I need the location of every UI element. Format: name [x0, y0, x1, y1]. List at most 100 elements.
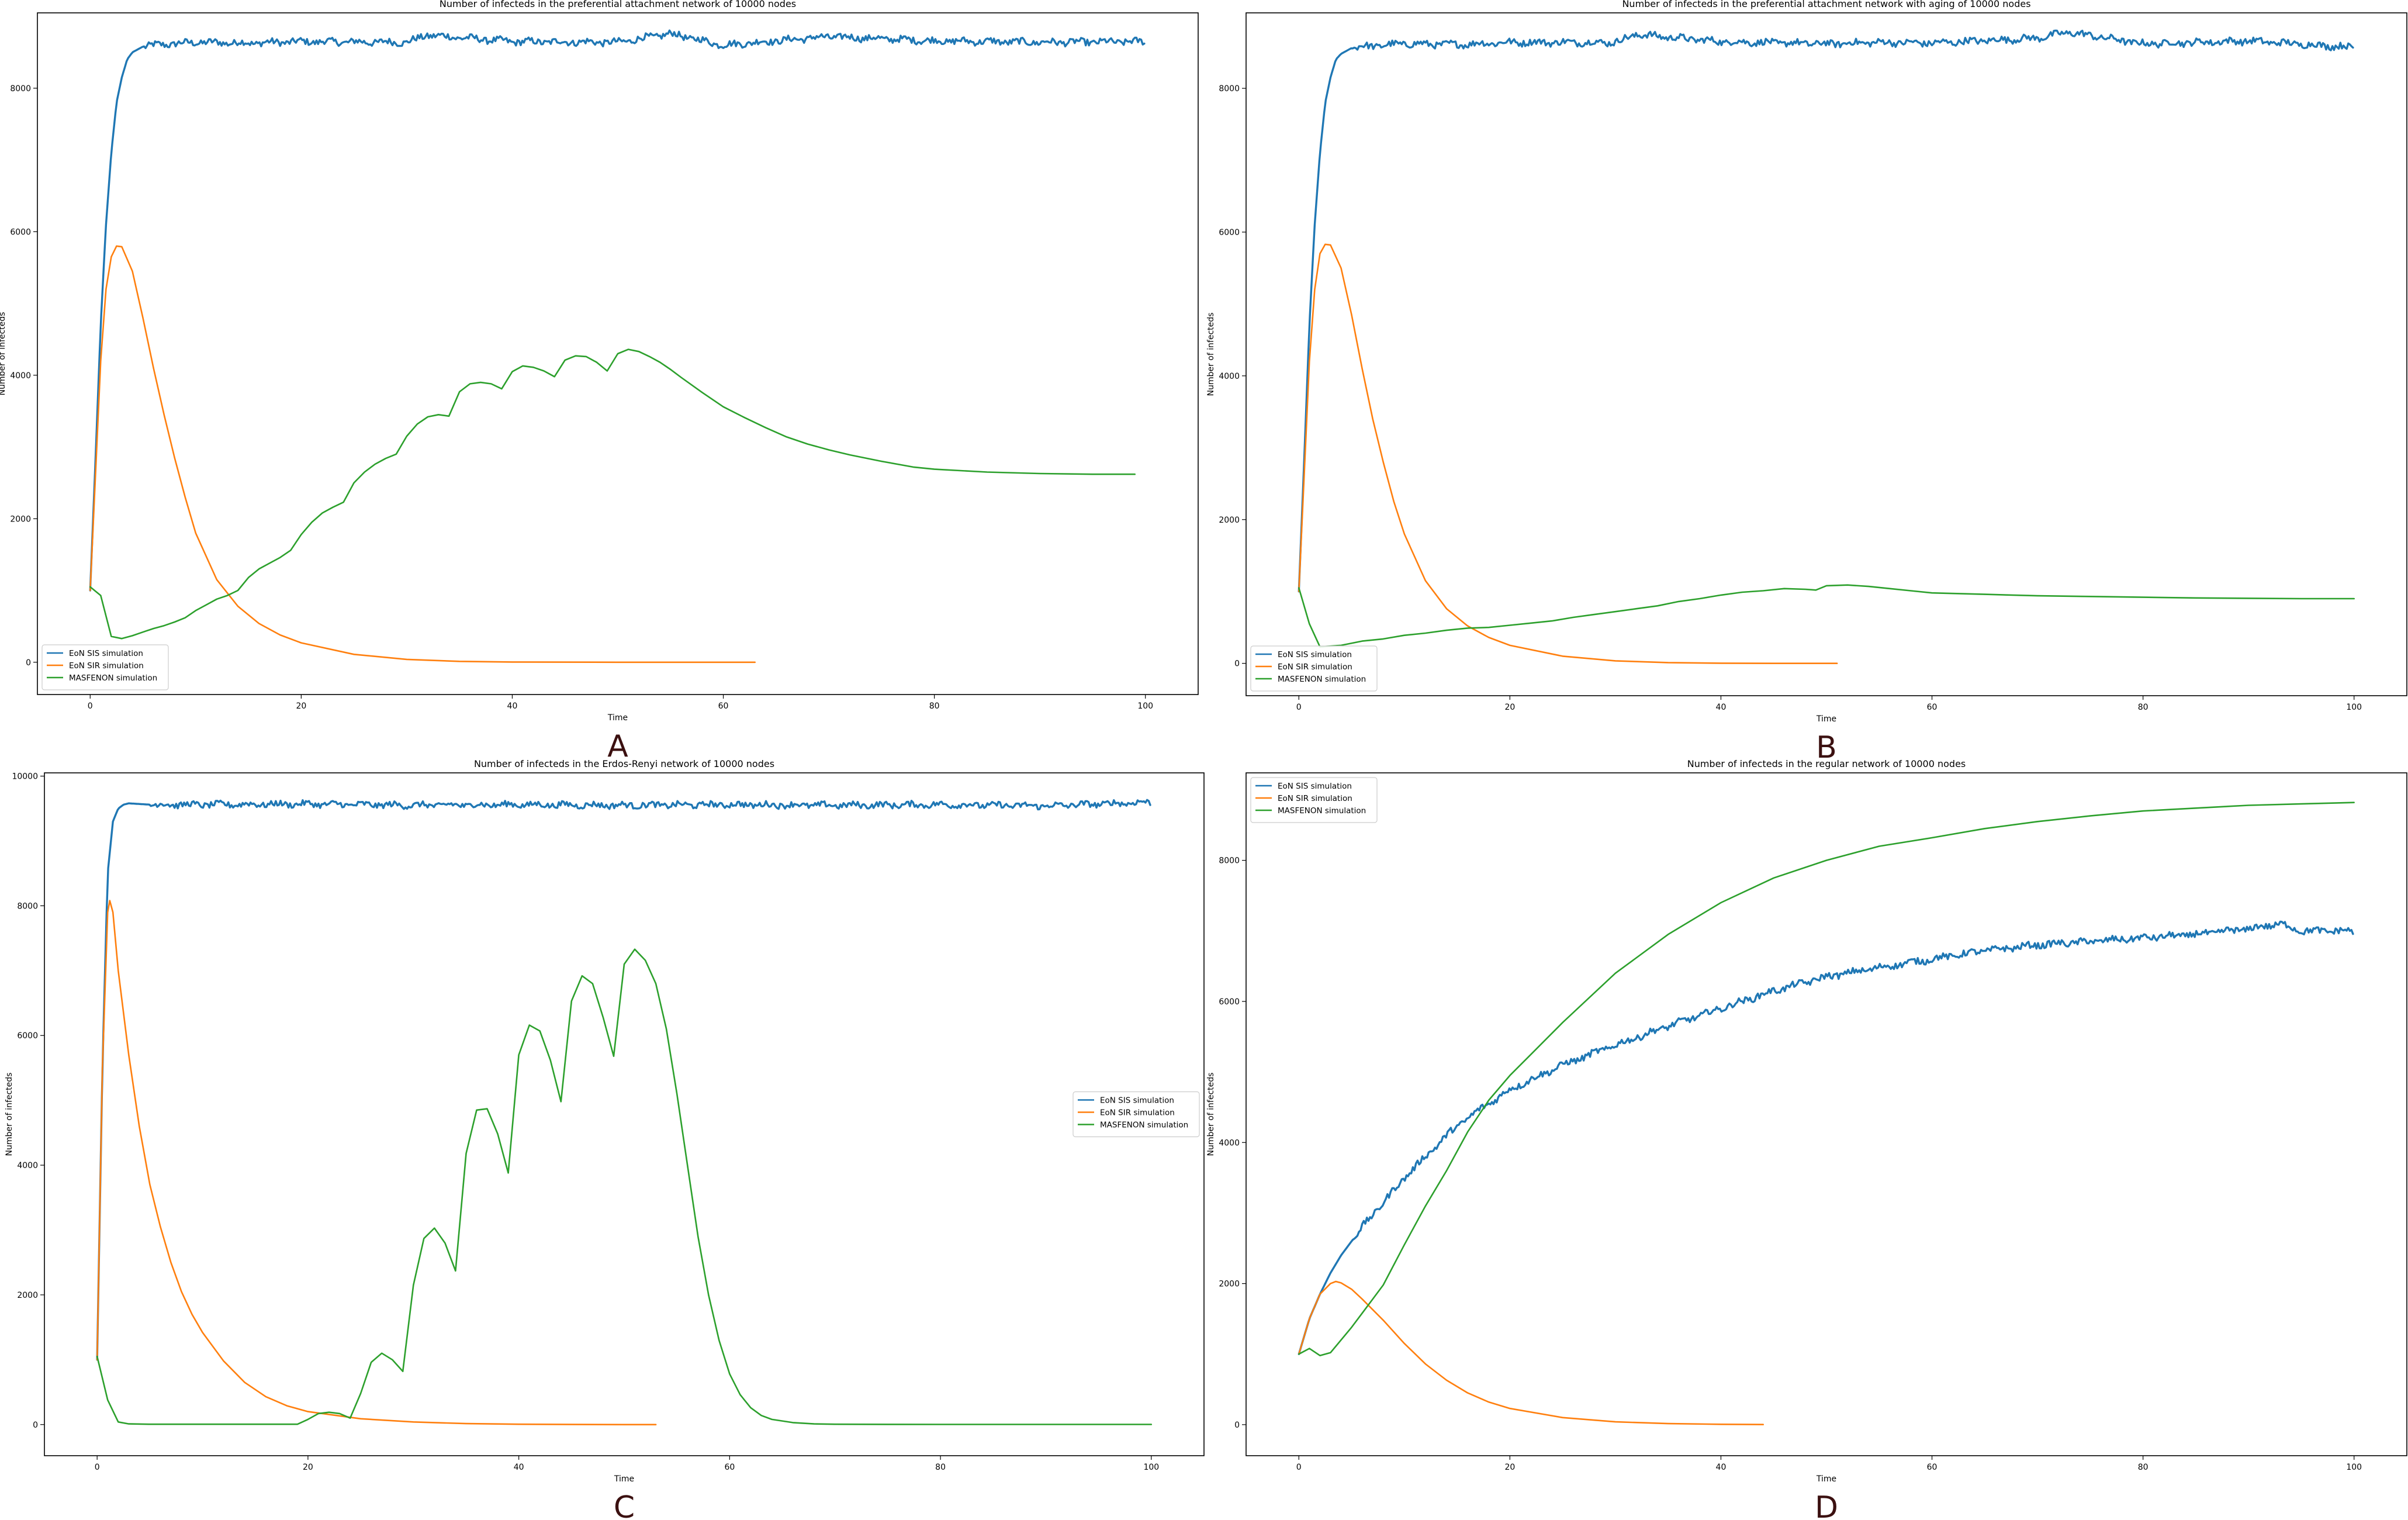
x-tick-label: 80 [929, 702, 940, 711]
legend-label: MASFENON simulation [1278, 675, 1366, 684]
plot-frame [1245, 12, 2407, 696]
series-line [96, 799, 1151, 1361]
y-tick-label: 0 [1234, 1421, 1240, 1430]
chart-title: Number of infecteds in the Erdos-Renyi n… [474, 758, 774, 769]
legend-label: MASFENON simulation [1278, 806, 1366, 816]
y-tick-label: 8000 [10, 84, 31, 94]
y-tick-label: 6000 [1219, 228, 1240, 237]
y-tick-label: 2000 [17, 1291, 38, 1300]
plot-frame [37, 12, 1199, 695]
y-tick-label: 8000 [1219, 856, 1240, 866]
panel-a: Number of infecteds in the preferential … [0, 0, 1199, 764]
series-line [96, 900, 657, 1426]
x-tick-label: 60 [1927, 1463, 1938, 1472]
x-axis-label: Time [1816, 714, 1836, 724]
y-tick-label: 2000 [1219, 1280, 1240, 1289]
y-tick-label: 0 [1234, 659, 1240, 669]
legend-label: EoN SIR simulation [1100, 1108, 1175, 1118]
x-tick-label: 60 [724, 1463, 735, 1472]
legend-box [1250, 777, 1378, 823]
x-tick-label: 20 [296, 702, 306, 711]
x-tick-label: 0 [1296, 1463, 1302, 1472]
x-tick-label: 60 [1927, 703, 1938, 712]
y-tick-label: 4000 [10, 371, 31, 381]
y-tick-label: 4000 [1219, 372, 1240, 381]
y-tick-label: 4000 [1219, 1138, 1240, 1148]
x-tick-label: 100 [1137, 702, 1153, 711]
y-tick-label: 8000 [1219, 84, 1240, 94]
panel-c: Number of infecteds in the Erdos-Renyi n… [5, 758, 1205, 1520]
x-tick-label: 40 [514, 1463, 524, 1472]
series-line [1298, 802, 2355, 1356]
x-tick-label: 20 [1504, 1463, 1515, 1472]
y-tick-label: 4000 [17, 1161, 38, 1170]
series-line [1298, 29, 2354, 593]
legend-label: EoN SIS simulation [1100, 1096, 1174, 1106]
chart-title: Number of infecteds in the regular netwo… [1687, 758, 1966, 769]
y-tick-label: 10000 [12, 772, 38, 782]
plot-frame [44, 772, 1205, 1456]
x-tick-label: 100 [2346, 703, 2362, 712]
x-tick-label: 100 [2346, 1463, 2362, 1472]
plot-frame [1245, 772, 2407, 1456]
y-axis-label: Number of infecteds [0, 312, 7, 396]
series-line [96, 948, 1153, 1425]
series-line [89, 29, 1146, 592]
x-tick-label: 80 [2138, 1463, 2148, 1472]
panel-letter: A [607, 729, 628, 764]
series-line [1298, 243, 1838, 664]
x-tick-label: 0 [95, 1463, 100, 1472]
y-tick-label: 6000 [1219, 997, 1240, 1007]
x-tick-label: 40 [1716, 1463, 1727, 1472]
y-axis-label: Number of infecteds [1206, 1073, 1216, 1156]
legend-label: EoN SIS simulation [1278, 650, 1352, 659]
series-line [1298, 920, 2354, 1355]
legend-label: EoN SIS simulation [1278, 782, 1352, 791]
panel-letter: B [1816, 730, 1837, 765]
legend: EoN SIS simulation EoN SIR simulation MASF… [1072, 1091, 1200, 1138]
legend-label: MASFENON simulation [69, 673, 157, 683]
x-tick-label: 40 [1716, 703, 1727, 712]
legend-label: EoN SIR simulation [1278, 662, 1352, 672]
series-line [1298, 1280, 1764, 1425]
x-axis-label: Time [614, 1474, 634, 1484]
panel-letter: D [1815, 1490, 1838, 1520]
chart-title: Number of infecteds in the preferential … [440, 0, 796, 9]
legend: EoN SIS simulation EoN SIR simulation MASF… [41, 644, 169, 690]
legend-label: EoN SIS simulation [69, 649, 143, 658]
x-axis-label: Time [1816, 1474, 1836, 1484]
y-tick-label: 2000 [1219, 516, 1240, 525]
x-tick-label: 0 [88, 702, 93, 711]
legend-label: EoN SIR simulation [1278, 794, 1352, 803]
x-tick-label: 100 [1143, 1463, 1159, 1472]
panel-d: Number of infecteds in the regular netwo… [1206, 758, 2407, 1520]
legend-box [41, 644, 169, 690]
series-line [89, 348, 1136, 640]
series-line [89, 245, 756, 664]
x-axis-label: Time [607, 713, 628, 723]
y-tick-label: 2000 [10, 514, 31, 524]
x-tick-label: 40 [507, 702, 518, 711]
legend-box [1072, 1091, 1200, 1138]
panel-letter: C [614, 1490, 635, 1520]
y-tick-label: 0 [33, 1421, 38, 1430]
legend-label: MASFENON simulation [1100, 1121, 1188, 1130]
x-tick-label: 20 [303, 1463, 313, 1472]
x-tick-label: 60 [718, 702, 729, 711]
x-tick-label: 0 [1296, 703, 1302, 712]
x-tick-label: 20 [1504, 703, 1515, 712]
legend: EoN SIS simulation EoN SIR simulation MASF… [1250, 645, 1378, 692]
x-tick-label: 80 [2138, 703, 2148, 712]
legend-box [1250, 645, 1378, 692]
legend-label: EoN SIR simulation [69, 661, 144, 671]
y-tick-label: 0 [26, 658, 31, 668]
y-axis-label: Number of infecteds [1206, 313, 1216, 396]
y-tick-label: 8000 [17, 901, 38, 911]
y-tick-label: 6000 [17, 1031, 38, 1041]
series-line [1298, 584, 2355, 648]
y-tick-label: 6000 [10, 227, 31, 237]
legend: EoN SIS simulation EoN SIR simulation MASF… [1250, 777, 1378, 823]
x-tick-label: 80 [935, 1463, 946, 1472]
chart-title: Number of infecteds in the preferential … [1622, 0, 2030, 9]
